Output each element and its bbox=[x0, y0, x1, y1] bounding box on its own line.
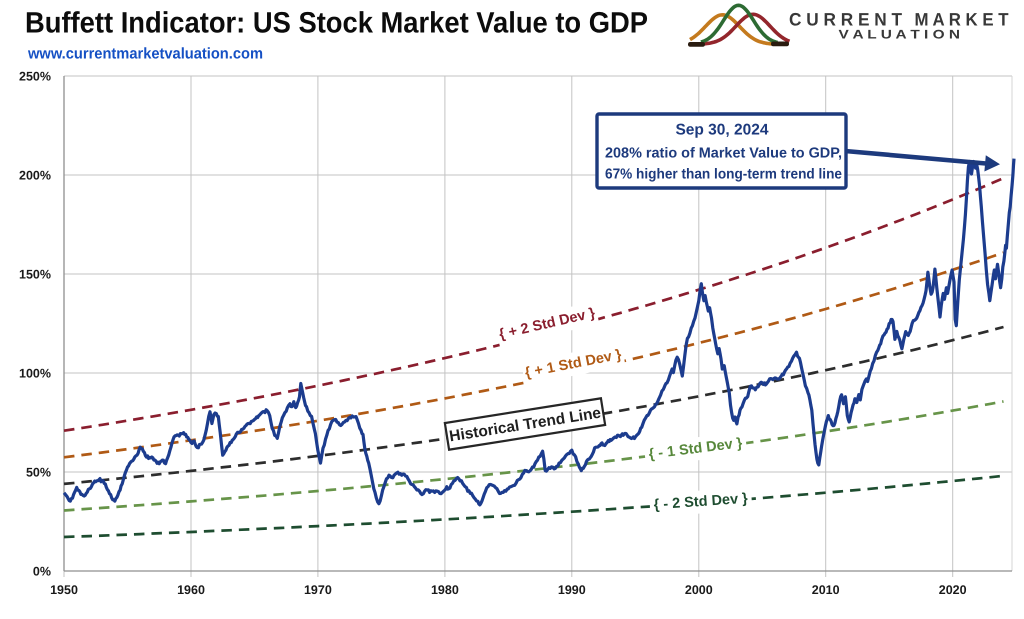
svg-text:208% ratio of Market Value to: 208% ratio of Market Value to GDP, bbox=[605, 146, 842, 162]
svg-text:M A R K E T: M A R K E T bbox=[915, 9, 1009, 29]
svg-text:2010: 2010 bbox=[812, 583, 840, 597]
svg-text:{ - 2 Std Dev }: { - 2 Std Dev } bbox=[653, 491, 749, 514]
svg-text:1960: 1960 bbox=[177, 583, 205, 597]
svg-text:1950: 1950 bbox=[50, 583, 78, 597]
svg-text:150%: 150% bbox=[19, 268, 51, 282]
svg-text:2020: 2020 bbox=[939, 583, 967, 597]
svg-text:C U R R E N T: C U R R E N T bbox=[789, 9, 902, 29]
svg-text:67% higher than long-term tren: 67% higher than long-term trend line bbox=[605, 167, 842, 183]
svg-text:2000: 2000 bbox=[685, 583, 713, 597]
svg-text:1970: 1970 bbox=[304, 583, 332, 597]
svg-text:Buffett Indicator: US Stock Ma: Buffett Indicator: US Stock Market Value… bbox=[25, 7, 648, 40]
svg-text:0%: 0% bbox=[33, 565, 51, 579]
svg-text:V A L U A T I O N: V A L U A T I O N bbox=[839, 27, 961, 41]
svg-text:100%: 100% bbox=[19, 367, 51, 381]
svg-text:200%: 200% bbox=[19, 169, 51, 183]
svg-text:50%: 50% bbox=[26, 466, 51, 480]
svg-text:250%: 250% bbox=[19, 70, 51, 84]
svg-text:1980: 1980 bbox=[431, 583, 459, 597]
svg-text:Sep 30, 2024: Sep 30, 2024 bbox=[675, 122, 768, 139]
svg-text:www.currentmarketvaluation.com: www.currentmarketvaluation.com bbox=[27, 46, 263, 63]
svg-text:1990: 1990 bbox=[558, 583, 586, 597]
